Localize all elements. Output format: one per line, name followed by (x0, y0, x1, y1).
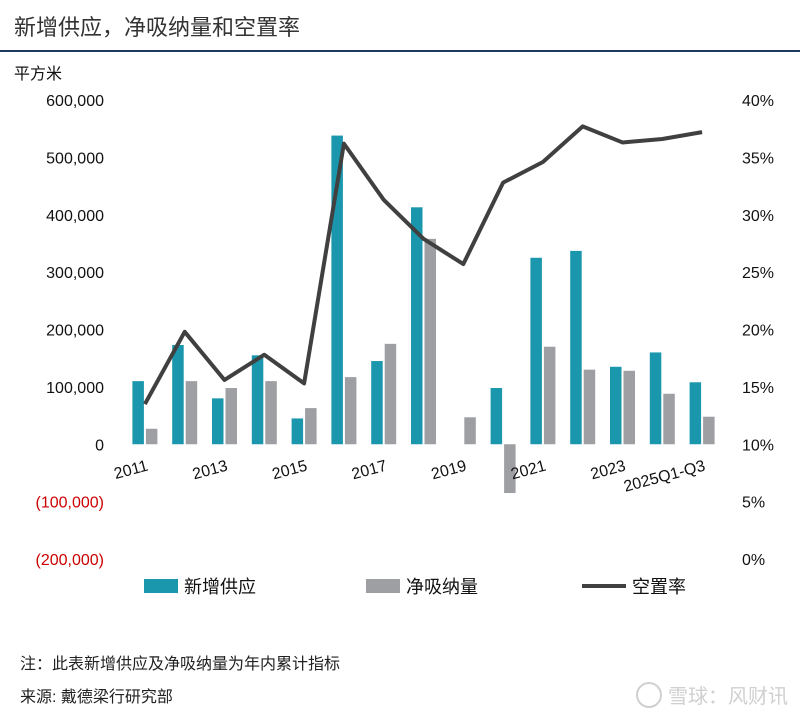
absorption-bar (265, 381, 277, 445)
x-tick-label: 2025Q1-Q3 (622, 458, 707, 496)
y-right-tick-label: 40% (742, 93, 774, 110)
legend-label-supply: 新增供应 (184, 577, 256, 597)
absorption-bar (703, 416, 715, 445)
legend-label-absorption: 净吸纳量 (406, 577, 478, 597)
source-note: 来源: 戴德梁行研究部 (20, 689, 173, 706)
y-right-tick-label: 0% (742, 552, 765, 569)
title-rule (0, 50, 800, 52)
supply-bar (530, 257, 542, 445)
y-right-tick-label: 20% (742, 323, 774, 340)
absorption-bar (384, 343, 397, 445)
legend-swatch-supply (144, 579, 178, 593)
supply-bar (331, 135, 343, 445)
footnote: 注：此表新增供应及净吸纳量为年内累计指标 (20, 656, 341, 673)
y-left-tick-label: (200,000) (36, 552, 105, 569)
absorption-bar (543, 346, 556, 445)
x-tick-label: 2011 (112, 458, 150, 483)
snowball-logo-icon (636, 681, 662, 708)
y-right-tick-label: 30% (742, 208, 774, 225)
supply-bar (212, 398, 224, 445)
absorption-bar (663, 393, 675, 445)
x-tick-label: 2013 (191, 458, 230, 484)
legend-label-vacancy: 空置率 (632, 577, 686, 597)
absorption-bar (305, 408, 317, 445)
supply-bar (371, 361, 383, 445)
y-right-tick-label: 25% (742, 265, 774, 282)
chart-title: 新增供应，净吸纳量和空置率 (14, 15, 301, 40)
absorption-bar (583, 369, 596, 445)
supply-bar (649, 352, 662, 445)
supply-bar (570, 250, 582, 445)
y-left-tick-label: 0 (95, 437, 104, 454)
absorption-bar (225, 388, 237, 445)
absorption-bar (623, 370, 635, 445)
y-left-tick-label: 100,000 (46, 380, 104, 397)
supply-bar (291, 418, 304, 445)
absorption-bar (185, 381, 198, 445)
legend-swatch-absorption (366, 579, 400, 593)
supply-bar (610, 366, 622, 445)
supply-bar (490, 388, 503, 445)
y-left-tick-label: 500,000 (46, 150, 104, 167)
y-left-tick-label: 600,000 (46, 93, 104, 110)
absorption-bar (424, 238, 436, 445)
vacancy-rate-line (143, 124, 703, 406)
x-tick-label: 2019 (430, 458, 469, 484)
x-tick-label: 2017 (350, 458, 389, 484)
supply-bar (132, 381, 144, 445)
supply-bar (689, 382, 702, 445)
absorption-bar (464, 417, 476, 445)
y-axis-unit: 平方米 (14, 66, 63, 83)
y-right-tick-label: 15% (742, 380, 774, 397)
y-left-tick-label: 200,000 (46, 323, 104, 340)
supply-bar (411, 207, 423, 445)
y-left-tick-label: (100,000) (36, 495, 105, 512)
y-right-tick-label: 10% (742, 437, 774, 454)
supply-bar (172, 344, 184, 445)
supply-bar (251, 355, 264, 445)
y-left-tick-label: 300,000 (46, 265, 104, 282)
y-right-tick-label: 35% (742, 150, 774, 167)
y-right-tick-label: 5% (742, 495, 765, 512)
absorption-bar (504, 444, 516, 494)
absorption-bar (145, 428, 158, 445)
x-tick-label: 2015 (270, 458, 309, 484)
absorption-bar (344, 377, 357, 445)
y-left-tick-label: 400,000 (46, 208, 104, 225)
watermark-text: 雪球：风财讯 (668, 686, 788, 708)
watermark: 雪球：风财讯 (636, 680, 788, 709)
